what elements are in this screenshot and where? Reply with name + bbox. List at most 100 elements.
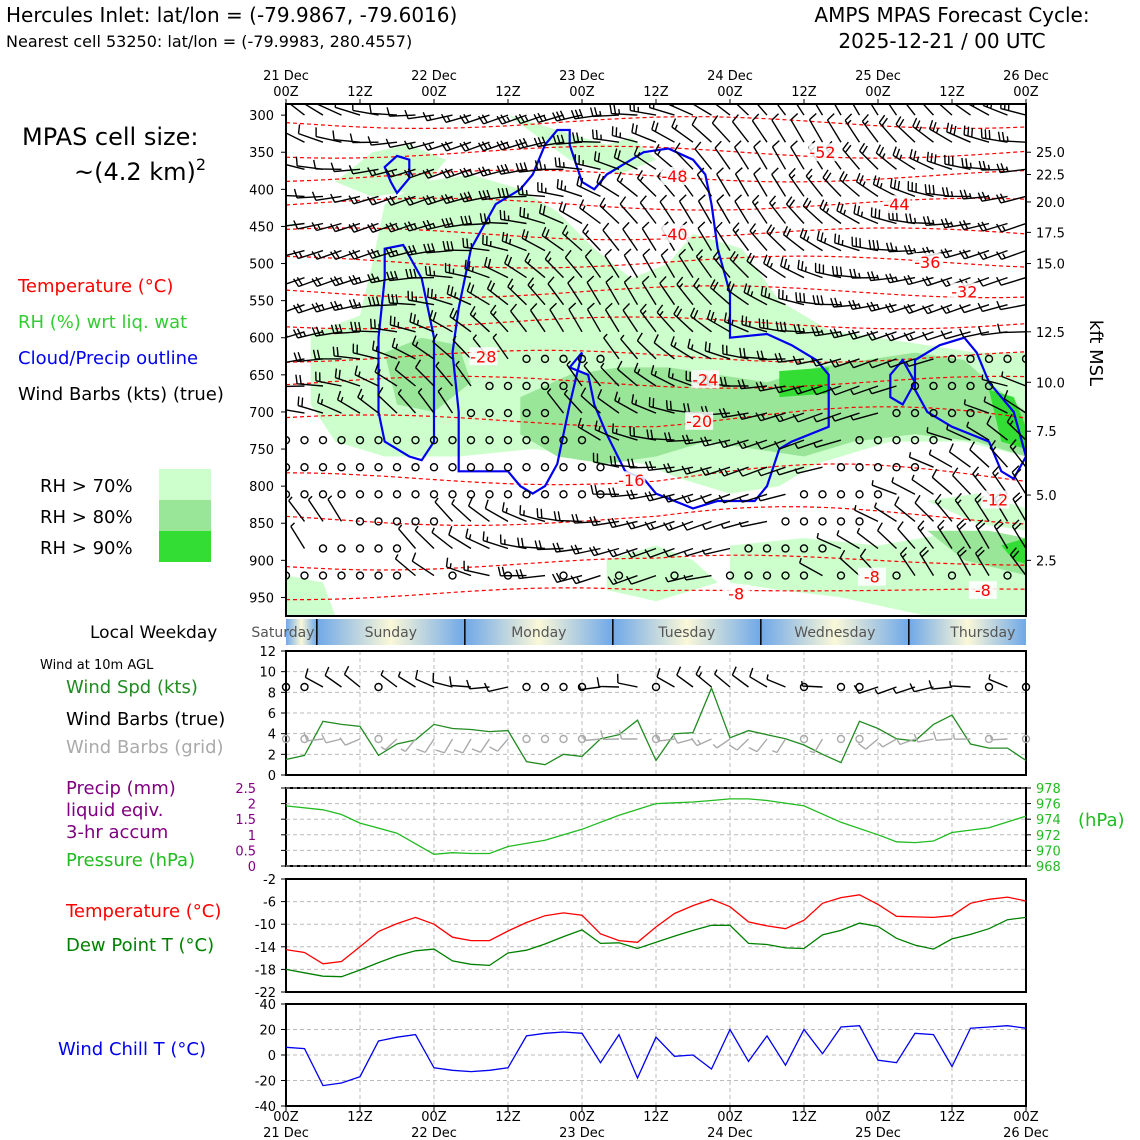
- wind-barb: [967, 104, 990, 116]
- wind-barb-calm: [286, 571, 291, 580]
- wind-barb: [720, 520, 749, 529]
- temp-label-bg: [660, 224, 689, 243]
- pressure-tick-label: 600: [249, 332, 274, 347]
- wind-barb: [839, 171, 860, 197]
- sfc-barb-true-calm: [559, 682, 568, 692]
- wind-barb: [422, 219, 453, 231]
- wind-barb: [774, 412, 805, 423]
- wind-barb: [311, 302, 342, 313]
- wind-barb-calm: [799, 544, 809, 553]
- bottom-date-label: 24 Dec: [707, 1126, 753, 1140]
- cellsize-label: MPAS cell size:: [22, 123, 198, 151]
- wind-barb: [588, 546, 620, 557]
- wind-barb: [924, 184, 953, 198]
- pressure-tick-label: 450: [249, 220, 274, 235]
- temperature-contour: [286, 463, 1026, 486]
- y-tick-label: 2: [268, 748, 276, 763]
- wind-barb: [834, 233, 860, 252]
- sfc-barb-grid: [728, 738, 749, 751]
- wind-barb: [978, 160, 1008, 171]
- wind-barb-calm: [466, 435, 476, 445]
- wind-barb: [732, 222, 750, 252]
- wind-barb: [651, 120, 675, 143]
- wind-barb: [570, 574, 601, 585]
- wind-barb-calm: [466, 463, 476, 472]
- wind-barb: [563, 389, 583, 414]
- wind-barb-calm: [947, 381, 957, 391]
- wind-barb-calm: [596, 354, 605, 364]
- wind-barb: [394, 360, 416, 387]
- wind-barb: [981, 374, 1008, 387]
- y-tick-label: 8: [268, 686, 276, 701]
- wind-barb: [872, 175, 897, 198]
- legend-rh80-label: RH > 80%: [40, 507, 133, 528]
- wind-barb: [714, 104, 731, 116]
- wind-barb: [484, 256, 509, 279]
- wind-barb: [437, 387, 454, 414]
- temp-label: -24: [692, 370, 718, 389]
- wind-barb: [775, 321, 805, 333]
- wind-barb: [755, 381, 786, 392]
- wind-barb: [459, 191, 490, 203]
- wind-barb: [478, 114, 509, 125]
- wind-barb: [292, 249, 324, 260]
- wind-barb: [350, 321, 379, 333]
- cloud-outline: [913, 336, 1026, 481]
- wind-barb-calm: [429, 463, 439, 472]
- wind-barb: [387, 293, 416, 306]
- wind-barb: [753, 140, 768, 170]
- wind-barb: [678, 248, 694, 278]
- wind-barb: [367, 273, 398, 284]
- wind-barb: [414, 525, 435, 550]
- wind-barb: [397, 388, 417, 414]
- wind-barb: [794, 439, 823, 450]
- wind-barb: [626, 489, 657, 500]
- wind-speed-line: [285, 686, 1027, 766]
- wind-barb: [763, 254, 786, 279]
- temp-label: -32: [951, 283, 977, 302]
- wind-barb: [386, 270, 416, 282]
- wind-barb: [793, 324, 823, 335]
- wind-barb: [293, 188, 324, 199]
- sfc-barb-grid: [435, 738, 454, 754]
- wind-barb: [755, 439, 786, 450]
- wind-barb: [286, 276, 305, 285]
- wind-barb: [351, 104, 379, 116]
- sfc-barb-true: [853, 685, 879, 694]
- wind-barb: [533, 112, 564, 124]
- wind-barb: [813, 412, 842, 423]
- wind-barb-calm: [725, 571, 735, 580]
- wind-barb: [1001, 371, 1026, 387]
- wind-barb-calm: [337, 435, 346, 445]
- wind-barb: [409, 312, 435, 333]
- wind-barb-calm: [836, 463, 846, 472]
- wind-barb-calm: [392, 517, 402, 526]
- top-hour-label: 12Z: [495, 85, 521, 100]
- top-hour-label: 12Z: [347, 85, 373, 100]
- wind-barb: [446, 284, 472, 306]
- sfc-barb-true: [617, 673, 638, 688]
- wind-barb-calm: [577, 435, 587, 445]
- wind-barb: [802, 197, 823, 225]
- sfc-barb-grid: [896, 738, 916, 746]
- wind-barb: [650, 365, 675, 387]
- sfc-barb-true: [596, 677, 620, 688]
- wind-barb: [441, 141, 472, 152]
- wind-barb: [681, 520, 712, 531]
- wind-barb-calm: [947, 571, 957, 580]
- wind-barb: [286, 222, 305, 227]
- wind-barb: [940, 330, 971, 340]
- wind-barb: [552, 134, 583, 145]
- wind-barb: [348, 274, 379, 286]
- temperature-line: [285, 894, 1027, 965]
- sfc-barb-grid-calm: [836, 734, 846, 744]
- y-tick-label: 12: [259, 645, 276, 660]
- top-date-label: 25 Dec: [855, 69, 901, 84]
- wind-barb: [861, 113, 879, 143]
- wind-barb: [572, 132, 601, 143]
- legend-wind-spd: Wind Spd (kts): [66, 677, 198, 698]
- top-hour-label: 00Z: [569, 85, 595, 100]
- wind-barb: [515, 569, 546, 580]
- wind-barb-calm: [392, 571, 402, 580]
- wind-barb: [977, 276, 1008, 287]
